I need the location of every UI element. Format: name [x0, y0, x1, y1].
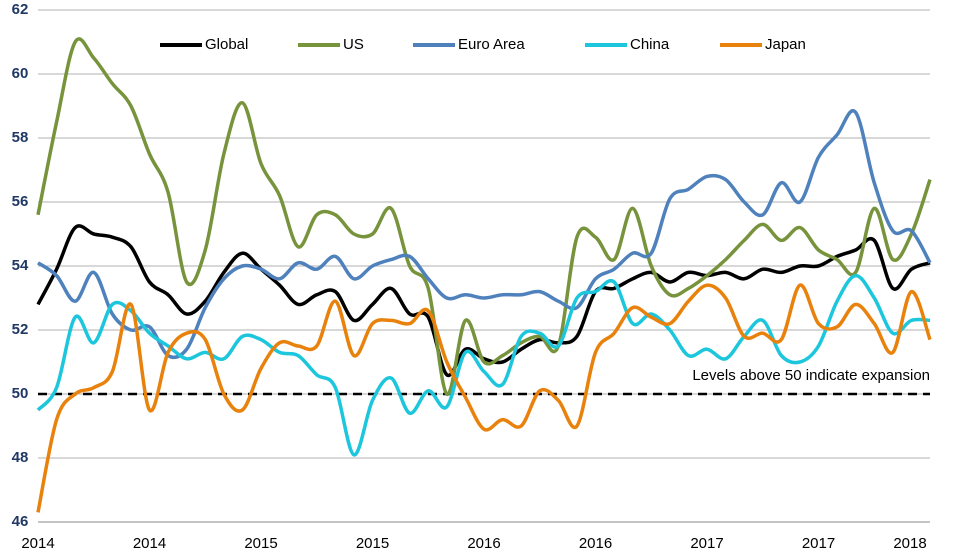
series-line [37, 109, 932, 360]
y-tick-label: 46 [12, 513, 29, 530]
series-line [36, 273, 931, 457]
y-tick-label: 52 [12, 321, 29, 338]
x-tick-label: 2014 [133, 535, 166, 552]
x-tick-label: 2016 [467, 535, 500, 552]
annotation: Levels above 50 indicate expansion [692, 367, 930, 384]
legend-label: China [630, 36, 670, 53]
series-line [36, 224, 931, 378]
legend-label: Euro Area [458, 36, 525, 53]
x-tick-label: 2017 [690, 535, 723, 552]
series-line [36, 283, 932, 513]
y-tick-label: 62 [12, 1, 29, 18]
x-tick-label: 2016 [579, 535, 612, 552]
legend-label: Japan [765, 36, 806, 53]
y-tick-label: 56 [12, 193, 29, 210]
legend-label: US [343, 36, 364, 53]
y-tick-label: 58 [12, 129, 29, 146]
y-tick-label: 50 [12, 385, 29, 402]
x-tick-label: 2017 [802, 535, 835, 552]
series-line [36, 37, 932, 396]
x-tick-label: 2015 [244, 535, 277, 552]
y-tick-label: 60 [12, 65, 29, 82]
legend-label: Global [205, 36, 248, 53]
y-tick-label: 54 [12, 257, 29, 274]
y-tick-label: 48 [12, 449, 29, 466]
x-tick-label: 2018 [893, 535, 926, 552]
x-tick-label: 2015 [356, 535, 389, 552]
x-tick-label: 2014 [21, 535, 54, 552]
